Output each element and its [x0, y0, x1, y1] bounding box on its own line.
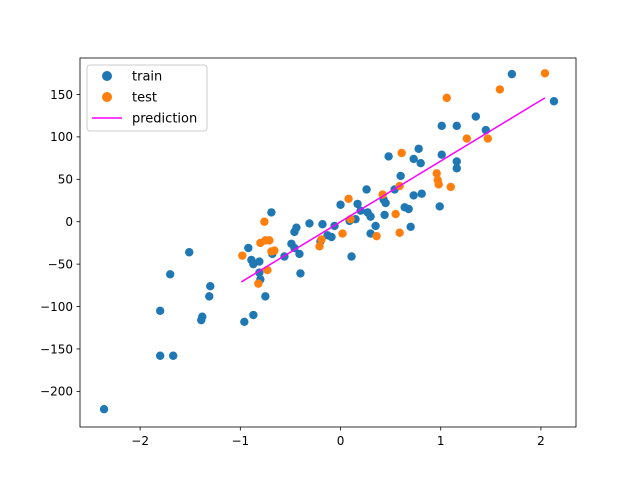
train-point	[366, 212, 375, 221]
train-point	[381, 198, 390, 208]
train-point	[240, 317, 249, 327]
y-tick-label: −200	[40, 385, 73, 399]
test-point	[432, 169, 441, 178]
x-tick-label: −1	[231, 434, 249, 448]
axes-frame	[79, 57, 577, 428]
x-tick-label: −2	[131, 434, 149, 448]
train-point	[452, 164, 461, 173]
train-point	[409, 191, 418, 200]
train-point	[452, 121, 461, 131]
train-point	[384, 152, 393, 161]
train-point	[396, 171, 405, 181]
train-point	[290, 243, 299, 253]
train-point	[292, 223, 301, 232]
x-tick-label: 1	[437, 434, 445, 448]
train-point	[507, 69, 517, 79]
test-point	[270, 246, 279, 255]
train-point	[99, 404, 109, 414]
test-point	[434, 180, 443, 189]
test-point	[265, 236, 274, 245]
legend-box	[86, 64, 208, 132]
test-point	[442, 93, 451, 103]
y-tick-label: −50	[48, 257, 73, 271]
train-point	[404, 204, 413, 214]
legend-test-marker	[102, 92, 112, 102]
test-point	[483, 134, 493, 143]
legend-train-label: train	[132, 70, 162, 85]
train-point	[198, 312, 207, 321]
test-point	[344, 194, 353, 204]
legend-prediction-label: prediction	[132, 112, 197, 127]
train-point	[185, 248, 194, 257]
test-series	[238, 69, 550, 288]
train-point	[249, 310, 258, 320]
test-point	[238, 251, 247, 260]
y-tick-label: 150	[50, 88, 73, 102]
train-point	[452, 157, 461, 166]
train-point	[437, 150, 446, 159]
train-point	[336, 200, 345, 209]
axis-ticks: −2 −1 0 1 2 −200 −150 −100 −50 0 50 100 150	[40, 88, 545, 448]
y-tick-label: −100	[40, 300, 73, 314]
train-point	[318, 220, 327, 229]
prediction-line	[240, 97, 546, 283]
plot-area	[99, 69, 559, 414]
train-point	[362, 185, 371, 194]
test-point	[260, 217, 269, 226]
train-point	[380, 210, 389, 220]
train-point	[168, 351, 178, 360]
test-point	[378, 190, 387, 199]
train-point	[296, 269, 305, 278]
y-tick-label: 50	[58, 173, 73, 187]
train-point	[406, 222, 415, 232]
test-point	[315, 242, 324, 251]
train-point	[417, 189, 426, 198]
test-point	[317, 235, 326, 244]
test-point	[338, 229, 347, 238]
train-point	[255, 257, 264, 266]
train-point	[205, 292, 214, 301]
train-point	[549, 97, 559, 106]
train-point	[327, 232, 336, 242]
legend-train-marker	[102, 71, 112, 81]
legend-test-label: test	[132, 91, 157, 106]
test-point	[540, 69, 550, 78]
test-point	[254, 279, 263, 288]
test-point	[395, 228, 404, 237]
train-point	[155, 351, 165, 360]
prediction-series	[240, 97, 546, 283]
test-point	[446, 182, 455, 192]
y-tick-label: −150	[40, 342, 73, 356]
train-point	[409, 154, 418, 164]
test-point	[495, 85, 505, 94]
train-point	[371, 221, 380, 231]
x-tick-label: 2	[537, 434, 545, 448]
train-point	[206, 281, 215, 291]
x-tick-label: 0	[337, 434, 345, 448]
test-point	[391, 209, 400, 219]
legend: train test prediction	[86, 64, 208, 132]
train-point	[347, 252, 356, 261]
train-point	[305, 219, 314, 228]
test-point	[397, 148, 406, 158]
train-point	[155, 306, 165, 315]
train-point	[471, 112, 480, 121]
train-point	[267, 208, 276, 217]
train-point	[435, 202, 444, 211]
train-point	[244, 243, 253, 253]
test-point	[372, 231, 381, 241]
train-point	[353, 199, 362, 209]
train-point	[295, 249, 304, 259]
train-point	[416, 158, 425, 168]
train-point	[437, 121, 446, 131]
train-point	[414, 144, 423, 153]
y-tick-label: 0	[65, 215, 73, 229]
test-point	[462, 134, 471, 143]
y-tick-label: 100	[50, 130, 73, 144]
train-point	[165, 270, 175, 279]
train-point	[261, 292, 270, 301]
